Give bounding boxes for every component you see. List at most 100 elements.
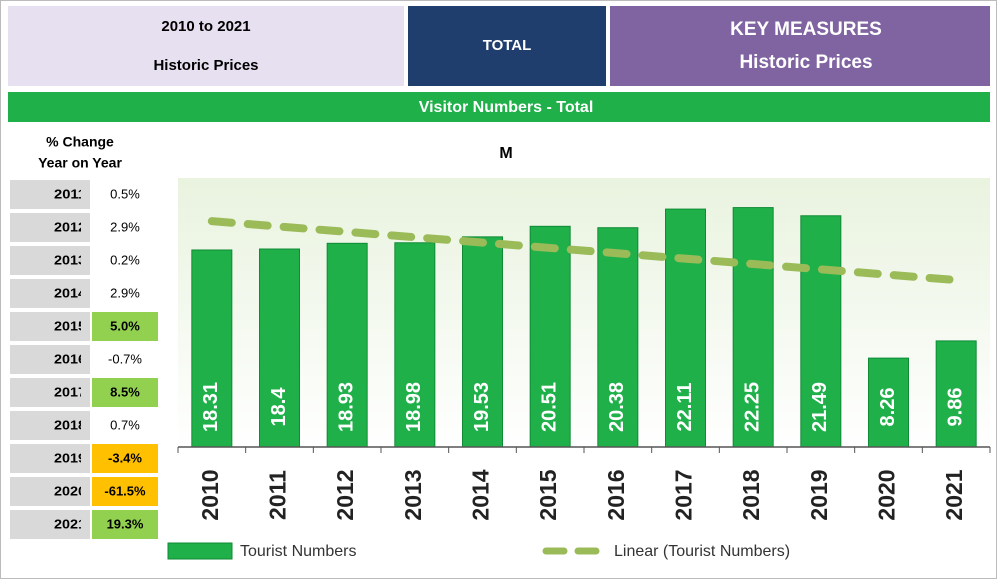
bar [665, 208, 706, 448]
change-value: -61.5% [104, 483, 146, 498]
year-clip [81, 444, 90, 473]
year-label: 2019 [54, 450, 86, 465]
bar [462, 236, 503, 448]
legend-swatch [167, 542, 233, 560]
year-cell [10, 312, 90, 341]
bar-label: 18.4 [268, 387, 290, 427]
trendline [207, 217, 961, 285]
bar [800, 215, 842, 448]
banner-text: Visitor Numbers - Total [419, 99, 594, 116]
x-tick-label: 2021 [941, 469, 967, 520]
header-center [408, 6, 606, 86]
year-cell [10, 213, 90, 242]
x-tick-label: 2011 [265, 470, 291, 520]
legend-label: Linear (Tourist Numbers) [614, 543, 790, 560]
legend-label: Tourist Numbers [240, 543, 356, 560]
x-tick-label: 2019 [806, 469, 832, 520]
x-tick-label: 2017 [671, 469, 697, 520]
bar-label: 18.98 [403, 382, 425, 432]
year-clip [81, 345, 90, 374]
year-label: 2017 [54, 384, 86, 399]
year-label: 2014 [54, 285, 87, 300]
year-clip [81, 246, 90, 275]
change-value: 2.9% [110, 219, 140, 234]
year-cell [10, 444, 90, 473]
bar [529, 225, 571, 448]
header-text: Historic Prices [739, 52, 872, 73]
year-label: 2020 [54, 483, 86, 498]
bar-label: 20.51 [538, 382, 560, 432]
year-label: 2011 [54, 186, 86, 201]
header-text: 2010 to 2021 [161, 18, 250, 35]
bar [868, 357, 909, 448]
bar [394, 242, 436, 448]
bar-label: 9.86 [944, 388, 966, 427]
x-tick-label: 2014 [468, 469, 494, 520]
change-highlight [92, 444, 158, 473]
bar-label: 22.25 [741, 382, 763, 432]
change-value: 2.9% [110, 285, 140, 300]
year-cell [10, 411, 90, 440]
x-tick-label: 2013 [400, 469, 426, 520]
bar-label: 18.31 [200, 382, 222, 432]
change-value: 19.3% [107, 516, 144, 531]
bar-label: 21.49 [809, 382, 831, 432]
bar [597, 227, 639, 448]
year-cell [10, 180, 90, 209]
x-tick-label: 2015 [535, 469, 561, 520]
year-clip [81, 411, 90, 440]
year-clip [81, 510, 90, 539]
change-value: 0.7% [110, 417, 140, 432]
year-clip [81, 477, 90, 506]
bar [191, 249, 233, 448]
bar [732, 207, 774, 448]
x-tick-label: 2018 [738, 469, 764, 520]
change-value: 5.0% [110, 318, 140, 333]
year-clip [81, 180, 90, 209]
year-clip [81, 279, 90, 308]
year-label: 2018 [54, 417, 86, 432]
year-label: 2015 [54, 318, 86, 333]
change-value: 0.5% [110, 186, 140, 201]
change-value: 8.5% [110, 384, 140, 399]
year-label: 2016 [54, 351, 86, 366]
year-cell [10, 378, 90, 407]
bar-label: 20.38 [606, 382, 628, 432]
change-highlight [92, 477, 158, 506]
chart-title: M [499, 145, 512, 162]
banner [8, 92, 990, 122]
change-highlight [92, 510, 158, 539]
year-cell [10, 279, 90, 308]
bar-label: 18.93 [335, 382, 357, 432]
year-clip [81, 312, 90, 341]
x-tick-label: 2012 [332, 469, 358, 520]
bar-label: 19.53 [471, 382, 493, 432]
year-label: 2021 [54, 516, 86, 531]
x-tick-label: 2016 [603, 469, 629, 520]
year-cell [10, 477, 90, 506]
change-highlight [92, 378, 158, 407]
bar-label: 8.26 [877, 388, 899, 427]
header-right [610, 6, 990, 86]
year-cell [10, 510, 90, 539]
x-tick-label: 2010 [197, 469, 223, 520]
change-highlight [92, 312, 158, 341]
side-title: % Change [46, 134, 114, 150]
change-value: -3.4% [108, 450, 142, 465]
year-label: 2013 [54, 252, 86, 267]
side-title: Year on Year [38, 155, 122, 171]
year-cell [10, 345, 90, 374]
change-value: -0.7% [108, 351, 142, 366]
bar [326, 242, 368, 448]
header-text: KEY MEASURES [730, 19, 882, 40]
bar-label: 22.11 [674, 383, 696, 432]
year-cell [10, 246, 90, 275]
header-left [8, 6, 404, 86]
year-label: 2012 [54, 219, 86, 234]
bar [935, 340, 977, 448]
change-value: 0.2% [110, 252, 140, 267]
x-tick-label: 2020 [874, 469, 900, 520]
plot-background [178, 178, 990, 448]
year-clip [81, 378, 90, 407]
